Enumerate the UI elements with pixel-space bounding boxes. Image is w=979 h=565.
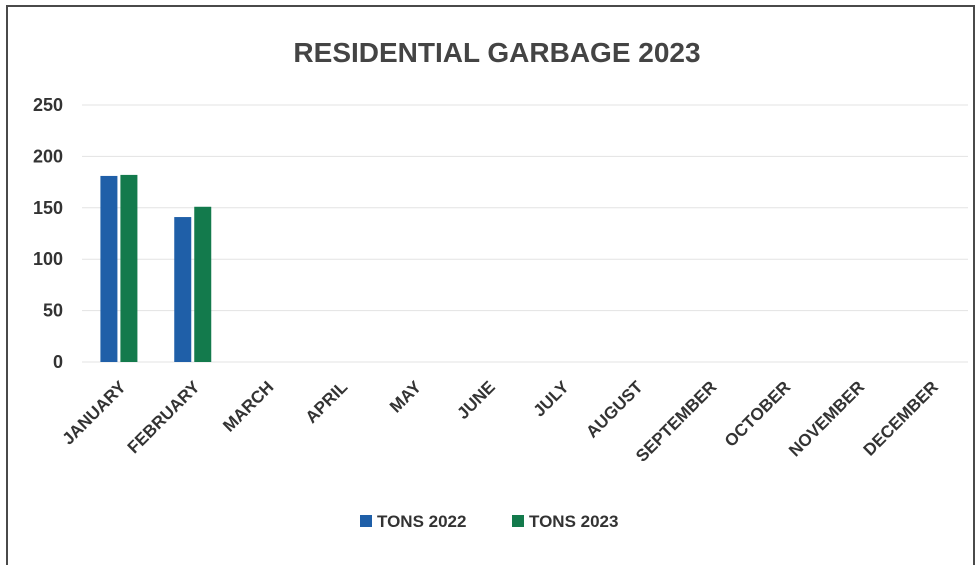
bar-february-series-2 bbox=[194, 206, 212, 362]
legend-label: TONS 2022 bbox=[377, 512, 466, 531]
y-axis-ticks: 0 50 100 150 200 250 bbox=[33, 95, 63, 372]
x-tick-label: NOVEMBER bbox=[785, 377, 868, 460]
y-tick-label: 0 bbox=[53, 352, 63, 372]
legend: TONS 2022 TONS 2023 bbox=[360, 512, 618, 531]
x-tick-label: OCTOBER bbox=[721, 377, 794, 450]
bar-january-series-2 bbox=[120, 174, 138, 362]
x-tick-label: JUNE bbox=[453, 377, 499, 423]
y-tick-label: 250 bbox=[33, 95, 63, 115]
x-tick-label: MAY bbox=[386, 377, 426, 417]
bar-february-series-1 bbox=[174, 217, 192, 362]
bar-january-series-1 bbox=[100, 175, 118, 362]
x-tick-label: FEBRUARY bbox=[124, 377, 204, 457]
y-tick-label: 100 bbox=[33, 249, 63, 269]
y-tick-label: 50 bbox=[43, 301, 63, 321]
y-tick-label: 150 bbox=[33, 198, 63, 218]
y-tick-label: 200 bbox=[33, 146, 63, 166]
x-tick-label: AUGUST bbox=[582, 377, 647, 442]
x-tick-label: MARCH bbox=[219, 377, 277, 435]
legend-swatch bbox=[360, 515, 372, 527]
chart-frame bbox=[6, 5, 975, 565]
x-tick-label: JANUARY bbox=[59, 377, 131, 449]
x-tick-label: JULY bbox=[530, 377, 574, 421]
gridlines bbox=[82, 104, 968, 363]
chart-title: RESIDENTIAL GARBAGE 2023 bbox=[293, 37, 700, 68]
bars bbox=[100, 174, 212, 362]
x-tick-label: APRIL bbox=[302, 377, 351, 426]
legend-label: TONS 2023 bbox=[529, 512, 618, 531]
x-tick-label: DECEMBER bbox=[860, 377, 942, 459]
legend-swatch bbox=[512, 515, 524, 527]
